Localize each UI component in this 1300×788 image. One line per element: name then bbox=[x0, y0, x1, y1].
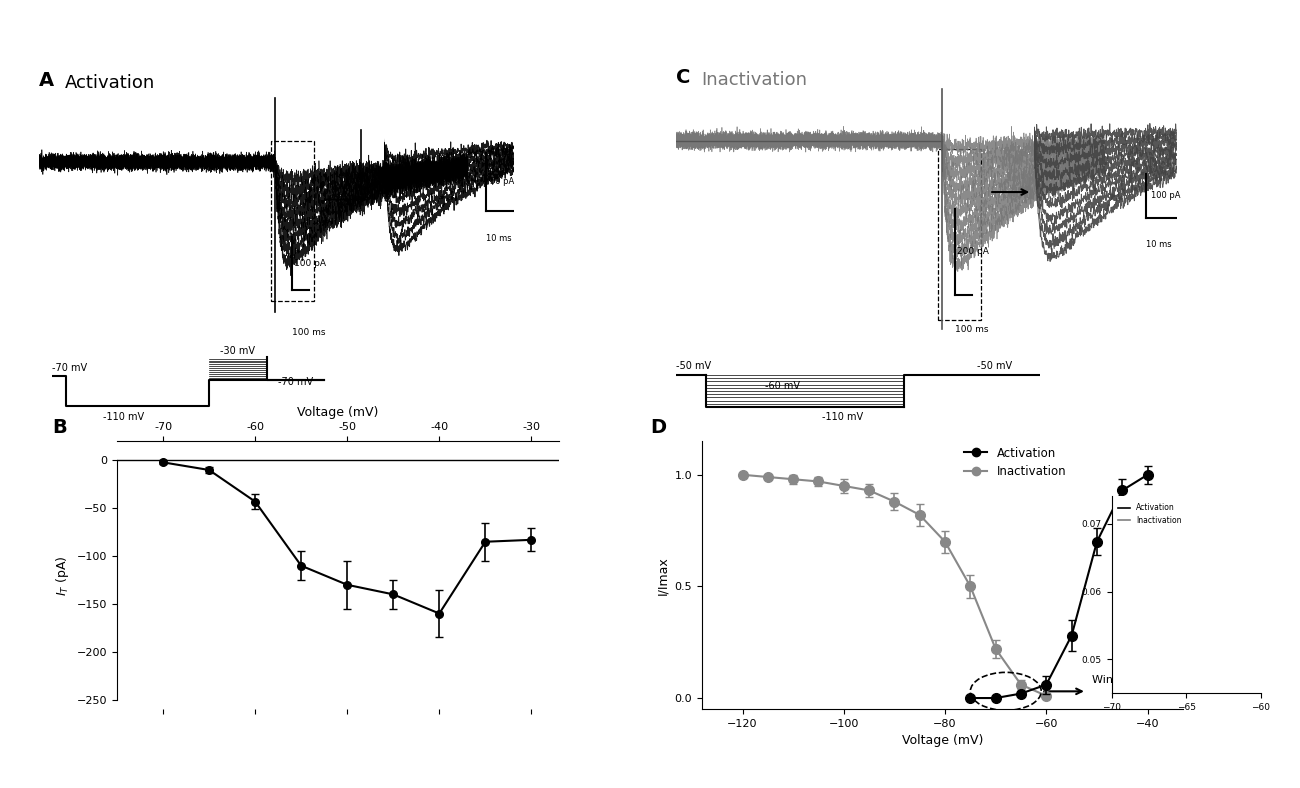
Text: -70 mV: -70 mV bbox=[52, 363, 87, 374]
Text: 200 pA: 200 pA bbox=[957, 247, 989, 256]
Text: 100 ms: 100 ms bbox=[292, 328, 325, 336]
Y-axis label: I/Imax: I/Imax bbox=[656, 556, 670, 595]
Text: -110 mV: -110 mV bbox=[103, 411, 144, 422]
Text: 100 pA: 100 pA bbox=[1150, 191, 1180, 200]
X-axis label: Voltage (mV): Voltage (mV) bbox=[298, 406, 378, 419]
Text: -110 mV: -110 mV bbox=[823, 412, 863, 422]
Text: D: D bbox=[650, 418, 666, 437]
Text: Inactivation: Inactivation bbox=[702, 71, 807, 88]
Text: B: B bbox=[52, 418, 66, 437]
Legend: Activation, Inactivation: Activation, Inactivation bbox=[959, 442, 1071, 483]
Text: Window current: Window current bbox=[1092, 675, 1179, 685]
Y-axis label: $I_T$ (pA): $I_T$ (pA) bbox=[55, 555, 72, 596]
Bar bbox=[937, 149, 980, 321]
Text: 100 ms: 100 ms bbox=[956, 325, 988, 333]
X-axis label: Voltage (mV): Voltage (mV) bbox=[902, 734, 983, 748]
Text: -60 mV: -60 mV bbox=[764, 381, 800, 391]
Text: -70 mV: -70 mV bbox=[277, 377, 313, 387]
Text: 50 pA: 50 pA bbox=[490, 177, 515, 186]
Text: A: A bbox=[39, 71, 55, 90]
Text: 10 ms: 10 ms bbox=[1145, 240, 1171, 248]
Text: -50 mV: -50 mV bbox=[676, 362, 711, 371]
Text: C: C bbox=[676, 68, 690, 87]
Text: -30 mV: -30 mV bbox=[221, 346, 255, 355]
Text: 10 ms: 10 ms bbox=[486, 234, 511, 243]
Text: -50 mV: -50 mV bbox=[976, 362, 1013, 371]
Bar bbox=[270, 141, 313, 301]
Legend: Activation, Inactivation: Activation, Inactivation bbox=[1115, 500, 1184, 528]
Text: 100 pA: 100 pA bbox=[294, 259, 326, 268]
Text: Activation: Activation bbox=[65, 74, 155, 92]
